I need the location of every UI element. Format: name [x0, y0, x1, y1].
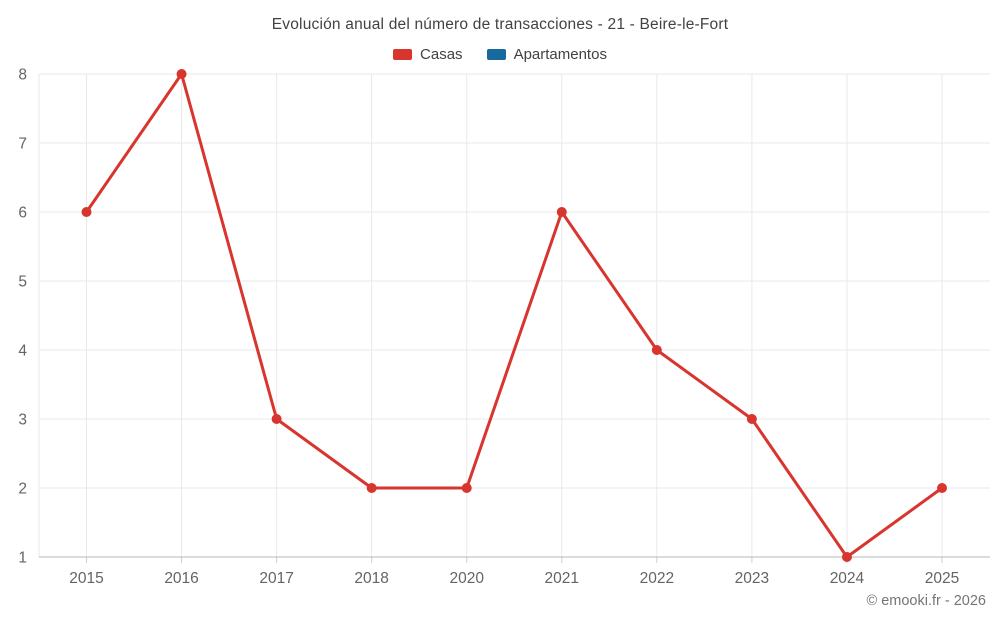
series-line-casas	[85, 72, 944, 559]
data-point[interactable]	[461, 483, 472, 493]
chart-title: Evolución anual del número de transaccio…	[271, 16, 729, 33]
legend: Casas Apartamentos	[0, 44, 1000, 64]
y-axis-label: 7	[18, 136, 27, 153]
data-point[interactable]	[841, 552, 852, 562]
y-axis-label: 4	[18, 343, 27, 360]
copyright: © emooki.fr - 2026	[866, 593, 986, 609]
y-axis-label: 5	[18, 274, 27, 291]
data-point[interactable]	[271, 414, 282, 424]
data-point[interactable]	[746, 414, 757, 424]
x-axis-label: 2023	[735, 570, 769, 587]
data-point[interactable]	[651, 345, 662, 355]
apartamentos-legend-label: Apartamentos	[513, 45, 607, 63]
casas-series-marker-icon	[393, 48, 413, 60]
data-point[interactable]	[937, 483, 947, 493]
y-axis-label: 8	[18, 67, 27, 84]
x-axis-label: 2020	[449, 570, 484, 587]
y-axis-label: 2	[18, 481, 27, 498]
legend-item-apartamentos[interactable]: Apartamentos	[486, 45, 607, 63]
y-axis-label: 3	[18, 412, 27, 429]
data-point[interactable]	[176, 69, 187, 79]
legend-item-casas[interactable]: Casas	[393, 46, 463, 63]
x-axis-label: 2025	[925, 570, 959, 587]
casas-legend-label: Casas	[420, 45, 463, 63]
data-point[interactable]	[366, 483, 377, 493]
x-axis-label: 2018	[354, 570, 388, 587]
data-point[interactable]	[81, 207, 92, 217]
x-axis-label: 2022	[640, 570, 674, 587]
data-point[interactable]	[556, 207, 567, 217]
x-axis-label: 2016	[164, 570, 198, 587]
x-axis-label: 2015	[69, 570, 103, 587]
apartamentos-series-marker-icon	[486, 48, 506, 60]
x-axis-label: 2024	[830, 570, 865, 587]
y-axis-label: 1	[18, 550, 27, 567]
y-axis-label: 6	[18, 205, 27, 222]
x-axis-label: 2021	[545, 570, 579, 587]
x-axis-label: 2017	[259, 570, 293, 587]
